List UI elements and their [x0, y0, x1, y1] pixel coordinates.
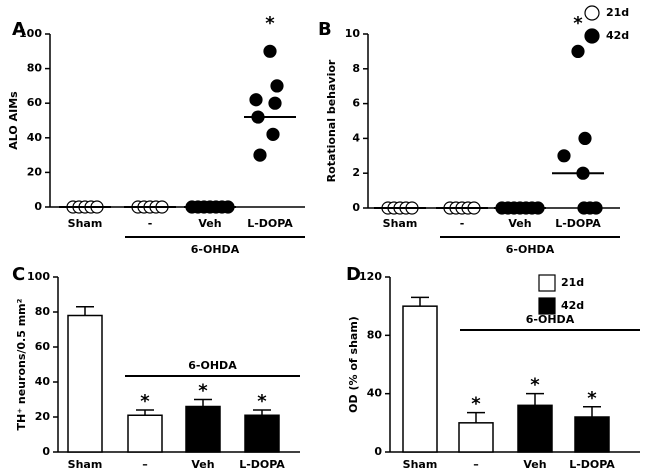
x-tick-label: Sham [403, 458, 438, 471]
bar [67, 314, 103, 453]
x-tick-label: Veh [508, 217, 531, 230]
significance: * [140, 391, 150, 412]
legend-marker [584, 28, 600, 44]
x-tick-label: Veh [191, 458, 214, 471]
legend-marker [584, 5, 600, 21]
y-axis-label: Rotational behavior [325, 59, 338, 182]
y-tick-label: 2 [352, 166, 360, 179]
x-tick-label: L-DOPA [569, 458, 615, 471]
bar [402, 305, 438, 453]
significance: * [257, 391, 267, 412]
x-tick-label: L-DOPA [555, 217, 601, 230]
y-tick-label: 4 [352, 131, 360, 144]
y-tick-label: 40 [367, 387, 383, 400]
y-tick-label: 0 [34, 200, 42, 213]
x-tick-label: - [148, 217, 153, 230]
y-tick-label: 60 [27, 96, 43, 109]
dot [268, 96, 282, 110]
y-tick-label: 120 [359, 270, 382, 283]
y-axis-label: OD (% of sham) [347, 316, 360, 413]
dot [557, 149, 571, 163]
legend-label: 42d [606, 29, 629, 42]
y-tick-label: 100 [27, 270, 50, 283]
y-tick-label: 80 [27, 62, 43, 75]
bar [574, 416, 610, 453]
significance: * [587, 388, 597, 409]
x-tick-label: Veh [198, 217, 221, 230]
x-tick-label: – [142, 458, 148, 471]
bar [244, 414, 280, 453]
y-axis-label: TH⁺ neurons/0.5 mm² [15, 298, 28, 430]
y-tick-label: 80 [35, 305, 51, 318]
y-tick-label: 80 [367, 328, 383, 341]
x-tick-label: L-DOPA [247, 217, 293, 230]
legend-label: 21d [561, 276, 584, 289]
y-tick-label: 10 [345, 27, 361, 40]
dot [249, 93, 263, 107]
x-tick-label: - [460, 217, 465, 230]
bar [458, 422, 494, 453]
legend-label: 21d [606, 6, 629, 19]
significance: * [573, 13, 583, 34]
significance: * [265, 13, 275, 34]
dot [253, 148, 267, 162]
bar [127, 414, 163, 453]
panel-label: C [12, 264, 25, 285]
y-tick-label: 8 [352, 62, 360, 75]
group-label: 6-OHDA [526, 313, 575, 326]
y-axis-label: ALO AIMs [7, 91, 20, 150]
dot [571, 44, 585, 59]
panel-label: B [318, 19, 332, 40]
dot [270, 79, 284, 93]
x-tick-label: L-DOPA [239, 458, 285, 471]
group-label: 6-OHDA [191, 243, 240, 256]
y-tick-label: 100 [19, 27, 42, 40]
legend-label: 42d [561, 299, 584, 312]
legend-marker [538, 274, 556, 292]
y-tick-label: 20 [35, 410, 51, 423]
y-tick-label: 40 [27, 131, 43, 144]
x-tick-label: Sham [68, 217, 103, 230]
significance: * [530, 375, 540, 396]
group-label: 6-OHDA [506, 243, 555, 256]
panel-label: D [346, 264, 361, 285]
dot [578, 131, 592, 145]
x-tick-label: Sham [68, 458, 103, 471]
y-tick-label: 0 [42, 445, 50, 458]
x-tick-label: Veh [523, 458, 546, 471]
significance: * [471, 394, 481, 415]
significance: * [198, 381, 208, 402]
y-tick-label: 0 [374, 445, 382, 458]
group-label: 6-OHDA [188, 359, 237, 372]
y-tick-label: 40 [35, 375, 51, 388]
y-tick-label: 20 [27, 165, 43, 178]
x-tick-label: – [473, 458, 479, 471]
panel-label: A [12, 19, 26, 40]
dot [266, 127, 280, 141]
y-tick-label: 0 [352, 201, 360, 214]
dot [263, 44, 277, 58]
legend-marker [538, 297, 556, 315]
dot [589, 201, 603, 215]
y-tick-label: 6 [352, 97, 360, 110]
bar [185, 405, 221, 453]
bar [517, 404, 553, 453]
y-tick-label: 60 [35, 340, 51, 353]
x-tick-label: Sham [383, 217, 418, 230]
